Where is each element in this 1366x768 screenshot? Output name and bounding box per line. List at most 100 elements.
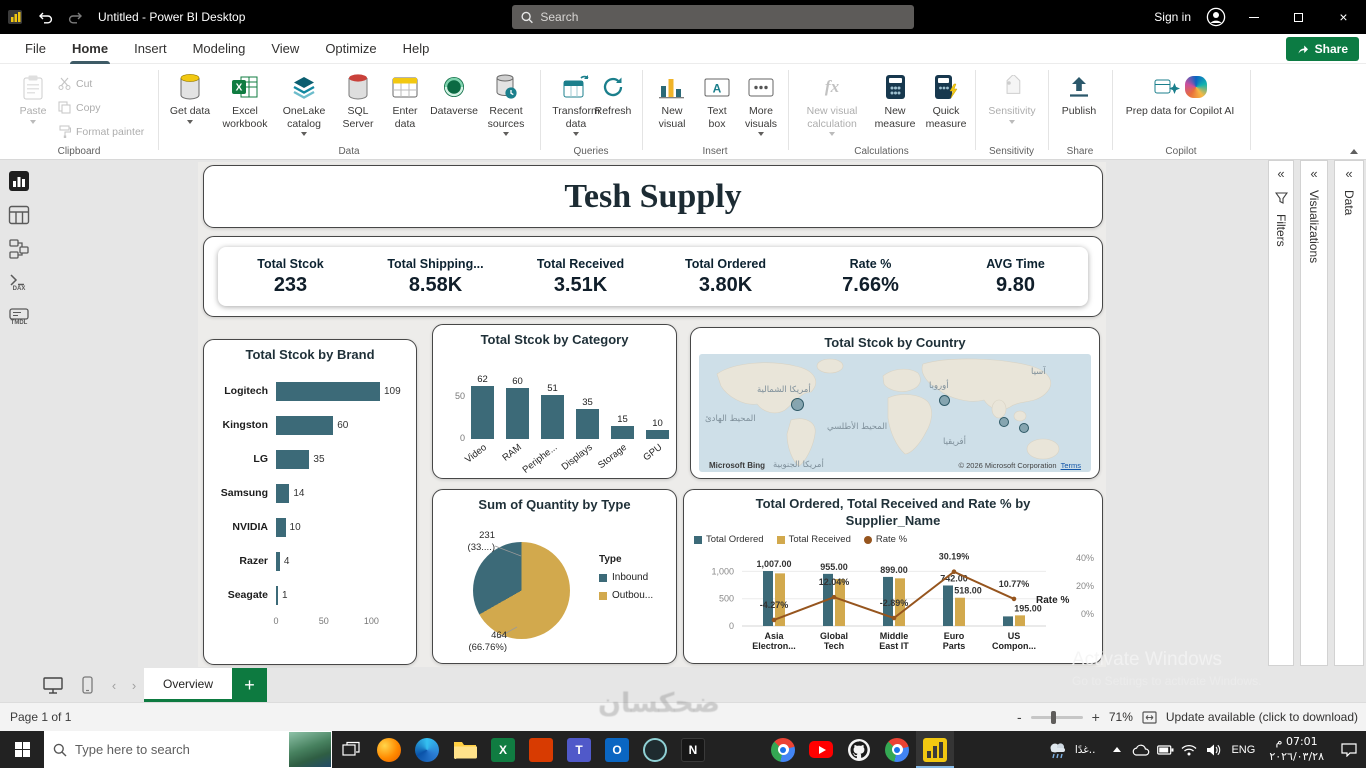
zoom-slider[interactable] — [1030, 710, 1083, 724]
tab-modeling[interactable]: Modeling — [192, 40, 246, 56]
undo-button[interactable] — [30, 0, 60, 34]
publish-button[interactable]: Publish — [1056, 71, 1102, 118]
paste-button[interactable]: Paste — [12, 71, 54, 124]
bar-total-received[interactable] — [955, 597, 965, 626]
excel-workbook-button[interactable]: X Excel workbook — [218, 71, 272, 130]
enter-data-button[interactable]: Enter data — [384, 71, 426, 130]
outlook-icon[interactable]: O — [598, 731, 636, 768]
network-icon[interactable] — [1177, 731, 1201, 768]
excel-icon[interactable]: X — [484, 731, 522, 768]
rate-point[interactable] — [1011, 596, 1017, 602]
map-bubble[interactable] — [791, 398, 804, 411]
expand-filters-icon[interactable]: « — [1277, 166, 1285, 181]
chrome-icon[interactable] — [764, 731, 802, 768]
get-data-button[interactable]: Get data — [166, 71, 214, 124]
pie-chart-visual[interactable]: Sum of Quantity by Type 231 (33....) 464… — [432, 489, 677, 664]
category-bar[interactable] — [541, 395, 564, 439]
brand-bar-chart-visual[interactable]: Total Stcok by Brand Logitech 109 Kingston… — [203, 339, 417, 665]
category-column-chart-visual[interactable]: Total Stcok by Category 50 0 62 Video 60 RA… — [432, 324, 677, 479]
volume-icon[interactable] — [1201, 731, 1225, 768]
tab-help[interactable]: Help — [402, 40, 430, 56]
close-button[interactable]: × — [1339, 9, 1348, 25]
pie-chart[interactable] — [473, 542, 570, 639]
brand-bar[interactable] — [276, 483, 290, 503]
language-indicator[interactable]: ENG — [1231, 743, 1256, 756]
title-visual[interactable]: Tesh Supply — [203, 165, 1103, 228]
next-page-arrow[interactable]: › — [131, 677, 137, 693]
tab-file[interactable]: File — [25, 40, 46, 56]
collapse-ribbon-button[interactable] — [1350, 149, 1358, 154]
text-box-button[interactable]: A Text box — [698, 71, 736, 130]
category-bar[interactable] — [646, 430, 669, 439]
kpi-total-received[interactable]: Total Received 3.51K — [536, 256, 625, 296]
new-visual-calculation-button[interactable]: fx New visual calculation — [796, 71, 868, 137]
brand-bar[interactable] — [276, 449, 310, 469]
brand-bar[interactable] — [276, 415, 334, 435]
bar-total-received[interactable] — [835, 579, 845, 626]
brand-bar[interactable] — [276, 551, 280, 571]
rate-point[interactable] — [891, 615, 897, 621]
quick-measure-button[interactable]: Quick measure — [922, 71, 970, 130]
previous-page-arrow[interactable]: ‹ — [111, 677, 117, 693]
bar-total-received[interactable] — [775, 573, 785, 626]
tmdl-view-button[interactable]: TMDL — [6, 304, 32, 330]
new-measure-button[interactable]: New measure — [872, 71, 918, 130]
rate-point[interactable] — [771, 617, 777, 623]
system-clock[interactable]: 07:01 م ٢٠٢٦/٠٣/٢٨ — [1261, 735, 1332, 764]
legend-item-total-received[interactable]: Total Received — [776, 534, 851, 545]
brand-bar[interactable] — [276, 585, 278, 605]
hidden-icons-chevron[interactable] — [1105, 731, 1129, 768]
onelake-catalog-button[interactable]: OneLake catalog — [276, 71, 332, 137]
visualizations-pane-label[interactable]: Visualizations — [1307, 190, 1321, 264]
youtube-icon[interactable] — [802, 731, 840, 768]
tab-insert[interactable]: Insert — [134, 40, 167, 56]
map-bubble[interactable] — [1019, 423, 1029, 433]
search-highlight-photo[interactable] — [289, 732, 331, 767]
rate-point[interactable] — [951, 569, 957, 575]
sensitivity-button[interactable]: Sensitivity — [983, 71, 1041, 124]
power-bi-taskbar-icon[interactable] — [916, 731, 954, 768]
minimize-button[interactable] — [1231, 0, 1276, 34]
data-pane-label[interactable]: Data — [1342, 190, 1356, 216]
brand-bar[interactable] — [276, 517, 286, 537]
zoom-in-button[interactable]: + — [1091, 709, 1100, 725]
battery-icon[interactable] — [1153, 731, 1177, 768]
bar-total-ordered[interactable] — [1003, 616, 1013, 626]
teams-icon[interactable]: T — [560, 731, 598, 768]
map-chart-visual[interactable]: Total Stcok by Country أمريكا الشمالية ا… — [690, 327, 1100, 479]
update-available-link[interactable]: Update available (click to download) — [1165, 710, 1358, 724]
task-view-button[interactable] — [332, 731, 370, 768]
bar-total-ordered[interactable] — [943, 585, 953, 626]
tab-view[interactable]: View — [271, 40, 300, 56]
map-bubble[interactable] — [939, 395, 950, 406]
onedrive-cloud-icon[interactable] — [1129, 731, 1153, 768]
share-button[interactable]: Share — [1285, 37, 1359, 61]
category-bar[interactable] — [576, 409, 599, 439]
media-app-icon[interactable] — [636, 731, 674, 768]
terms-link[interactable]: Terms — [1060, 461, 1081, 470]
category-bar[interactable] — [611, 426, 634, 439]
category-bar[interactable] — [471, 386, 494, 439]
model-view-button[interactable] — [6, 236, 32, 262]
zoom-out-button[interactable]: - — [1017, 709, 1022, 725]
format-painter-button[interactable]: Format painter — [58, 125, 144, 138]
kpi-total-ordered[interactable]: Total Ordered 3.80K — [684, 256, 767, 296]
github-icon[interactable] — [840, 731, 878, 768]
bar-total-ordered[interactable] — [763, 571, 773, 626]
desktop-layout-icon[interactable] — [36, 668, 70, 702]
brand-bar[interactable] — [276, 381, 380, 401]
legend-item-rate[interactable]: Rate % — [863, 534, 907, 545]
world-map[interactable]: أمريكا الشمالية المحيط الهادئ المحيط الأ… — [699, 354, 1091, 472]
expand-visualizations-icon[interactable]: « — [1310, 166, 1318, 181]
dataverse-button[interactable]: Dataverse — [430, 71, 478, 118]
category-bar[interactable] — [506, 387, 529, 439]
edge-icon[interactable] — [408, 731, 446, 768]
weather-widget[interactable]: غدًا.. — [1037, 731, 1106, 768]
bar-total-ordered[interactable] — [883, 576, 893, 626]
office-app-icon[interactable] — [522, 731, 560, 768]
prep-data-copilot-button[interactable]: Prep data for Copilot AI — [1124, 71, 1236, 118]
combo-chart-visual[interactable]: Total Ordered, Total Received and Rate %… — [683, 489, 1103, 664]
mobile-layout-icon[interactable] — [70, 668, 104, 702]
kpi-avg-time[interactable]: AVG Time 9.80 — [986, 256, 1045, 296]
page-tab-overview[interactable]: Overview — [144, 668, 232, 702]
